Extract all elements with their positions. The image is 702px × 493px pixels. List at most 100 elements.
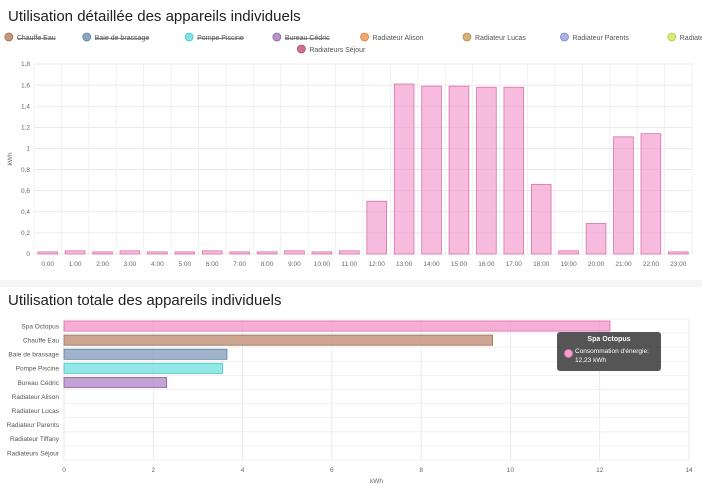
bar[interactable] — [366, 200, 387, 255]
bar[interactable] — [201, 250, 223, 255]
legend-item[interactable]: Radiateur Alison — [360, 32, 424, 42]
legend-label: Baie de brassage — [95, 35, 150, 42]
y-tick-label: 0,6 — [21, 188, 30, 195]
x-tick-label: 21:00 — [615, 261, 632, 268]
legend-swatch — [667, 32, 677, 42]
bar[interactable] — [284, 250, 305, 255]
y-tick-label: Pompe Piscine — [16, 366, 60, 373]
x-tick-label: 8 — [419, 467, 423, 474]
bar[interactable] — [92, 251, 113, 255]
x-tick-label: 4:00 — [151, 261, 164, 268]
bar[interactable] — [63, 320, 611, 332]
bar[interactable] — [311, 251, 333, 255]
bar[interactable] — [393, 83, 415, 255]
bar[interactable] — [640, 133, 662, 255]
legend-label: Radiateurs Séjour — [309, 47, 366, 54]
legend-item[interactable]: Chauffe Eau — [4, 32, 56, 42]
y-tick-label: Radiateur Alison — [12, 394, 60, 401]
legend-item[interactable]: Baie de brassage — [82, 32, 150, 42]
legend-swatch — [360, 32, 369, 42]
x-tick-label: 15:00 — [451, 261, 468, 268]
legend-label: Radiateur Tiffany — [680, 35, 702, 42]
legend-swatch — [4, 32, 14, 42]
x-tick-label: 4 — [241, 467, 245, 474]
x-tick-label: 12:00 — [369, 261, 386, 268]
tooltip-swatch — [564, 349, 573, 358]
bar[interactable] — [558, 250, 579, 255]
y-tick-label: Radiateur Lucas — [12, 408, 60, 415]
bar[interactable] — [256, 251, 278, 255]
y-tick-label: 1 — [26, 146, 30, 153]
total-usage-title: Utilisation totale des appareils individ… — [8, 292, 282, 309]
x-axis-label: kWh — [370, 478, 383, 485]
x-tick-label: 10 — [507, 467, 515, 474]
legend-swatch — [82, 32, 92, 42]
bar[interactable] — [147, 251, 168, 255]
y-tick-label: 1,2 — [21, 125, 30, 132]
bar[interactable] — [530, 183, 552, 255]
total-usage-chart: 0 2 4 6 8 10 12 14 kWh Spa Octopus Chauffe Eau Baie… — [7, 318, 693, 485]
bar[interactable] — [668, 251, 689, 255]
y-tick-label: 1,4 — [21, 103, 30, 110]
bar[interactable] — [174, 251, 196, 255]
y-tick-label: 0,2 — [21, 230, 30, 237]
legend-item[interactable]: Bureau Cédric — [272, 32, 330, 42]
x-tick-label: 0:00 — [41, 261, 54, 268]
detailed-usage-title: Utilisation détaillée des appareils indi… — [8, 8, 301, 25]
y-axis-label: kWh — [7, 152, 14, 165]
legend-item[interactable]: Radiateur Lucas — [462, 32, 526, 42]
x-tick-label: 2 — [151, 467, 155, 474]
x-tick-label: 20:00 — [588, 261, 605, 268]
x-tick-label: 17:00 — [506, 261, 523, 268]
bar[interactable] — [37, 251, 58, 255]
x-tick-label: 1:00 — [69, 261, 82, 268]
x-tick-label: 9:00 — [288, 261, 301, 268]
x-tick-label: 23:00 — [670, 261, 687, 268]
legend-swatch — [560, 32, 569, 42]
legend-label: Radiateur Alison — [373, 35, 424, 42]
x-tick-label: 8:00 — [261, 261, 274, 268]
y-tick-label: Radiateur Tiffany — [10, 436, 60, 443]
bar[interactable] — [339, 250, 360, 255]
x-tick-label: 0 — [62, 467, 66, 474]
chart-tooltip: Spa Octopus Consommation d'énergie: 12,2… — [557, 332, 661, 371]
bar[interactable] — [229, 251, 250, 255]
x-tick-label: 2:00 — [96, 261, 109, 268]
legend-swatch — [296, 44, 306, 54]
x-tick-label: 3:00 — [124, 261, 137, 268]
legend-item[interactable]: Pompe Piscine — [184, 32, 244, 42]
y-tick-label: Baie de brassage — [8, 352, 59, 359]
y-tick-label: Chauffe Eau — [23, 337, 59, 344]
legend-label: Chauffe Eau — [17, 35, 56, 42]
bar[interactable] — [64, 250, 86, 255]
x-tick-label: 10:00 — [314, 261, 331, 268]
y-tick-label: 1,8 — [21, 61, 30, 68]
bar[interactable] — [503, 86, 525, 255]
x-tick-label: 11:00 — [341, 261, 357, 268]
legend-item[interactable]: Radiateur Parents — [560, 32, 629, 42]
bar[interactable] — [119, 250, 141, 255]
bar[interactable] — [63, 362, 223, 374]
x-tick-label: 16:00 — [478, 261, 495, 268]
tooltip-value: 12,23 kWh — [575, 357, 607, 364]
legend-label: Pompe Piscine — [197, 35, 244, 42]
y-tick-label: 0 — [26, 251, 30, 258]
tooltip-label: Consommation d'énergie: — [575, 348, 649, 355]
legend-item[interactable]: Radiateur Tiffany — [667, 32, 702, 42]
legend-swatch — [184, 32, 194, 42]
legend-item[interactable]: Radiateurs Séjour — [296, 44, 366, 54]
bar[interactable] — [63, 348, 228, 360]
legend-label: Bureau Cédric — [285, 35, 330, 42]
bar[interactable] — [476, 86, 497, 255]
y-tick-label: Radiateur Parents — [7, 422, 60, 429]
legend-swatch — [272, 32, 282, 42]
legend-label: Radiateur Lucas — [475, 35, 526, 42]
bar[interactable] — [613, 136, 634, 255]
bar[interactable] — [63, 334, 493, 346]
x-tick-label: 19:00 — [560, 261, 577, 268]
bar[interactable] — [585, 222, 607, 255]
bar[interactable] — [63, 376, 168, 388]
bar[interactable] — [448, 85, 470, 255]
bar[interactable] — [421, 85, 442, 255]
y-tick-label: 1,6 — [21, 82, 30, 89]
